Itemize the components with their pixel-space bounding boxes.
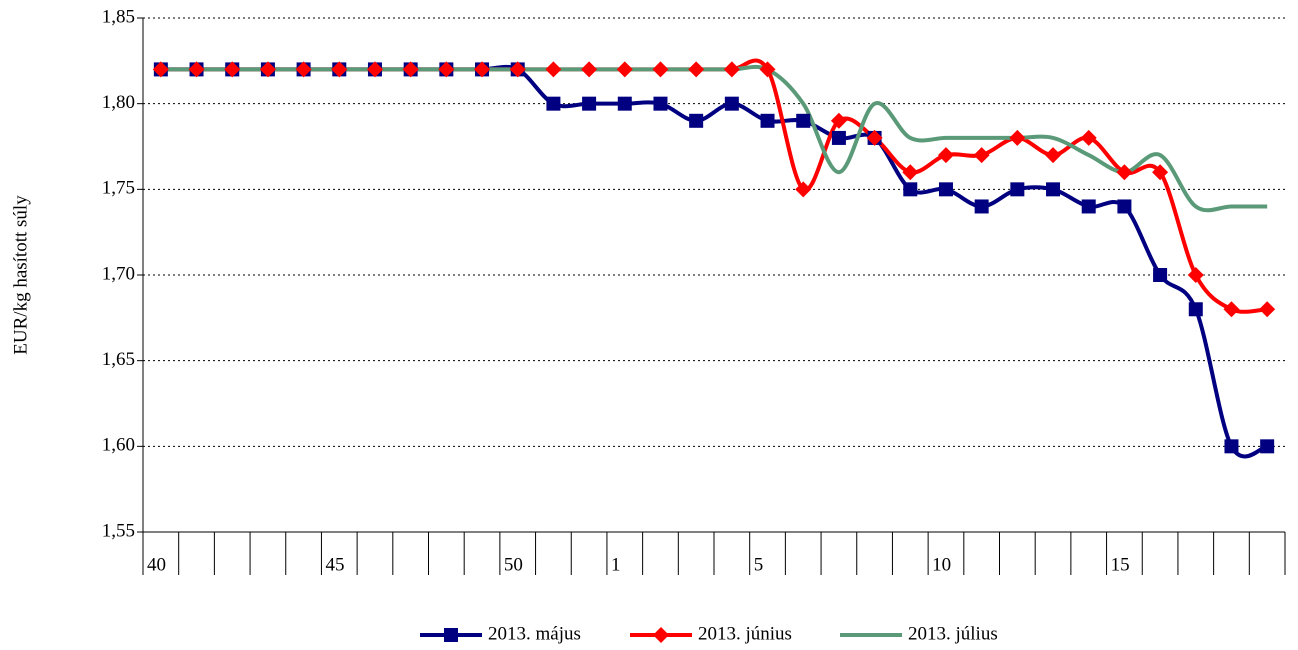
marker — [1080, 129, 1097, 146]
y-axis-title: EUR/kg hasított súly — [10, 195, 31, 355]
x-tick-label: 50 — [504, 554, 523, 575]
series-line — [160, 64, 1268, 459]
marker — [295, 61, 312, 78]
marker — [581, 61, 598, 78]
legend-label: 2013. június — [698, 623, 792, 644]
marker — [1224, 439, 1239, 454]
marker — [723, 61, 740, 78]
marker — [866, 129, 883, 146]
y-tick-label: 1,60 — [102, 435, 135, 456]
marker — [509, 61, 526, 78]
marker — [795, 181, 812, 198]
marker — [438, 61, 455, 78]
marker — [331, 61, 348, 78]
marker — [616, 61, 633, 78]
marker — [152, 61, 169, 78]
marker — [724, 96, 739, 111]
marker — [1009, 129, 1026, 146]
marker — [1223, 301, 1240, 318]
y-tick-label: 1,75 — [102, 178, 135, 199]
y-tick-label: 1,85 — [102, 6, 135, 27]
marker — [1188, 302, 1203, 317]
y-tick-label: 1,70 — [102, 263, 135, 284]
marker — [973, 147, 990, 164]
marker — [689, 113, 704, 128]
marker — [1187, 267, 1204, 283]
marker — [796, 113, 811, 128]
marker — [974, 199, 989, 214]
marker — [546, 96, 561, 111]
marker — [1045, 147, 1062, 164]
legend-marker — [653, 627, 669, 643]
marker — [224, 61, 241, 78]
marker — [903, 182, 918, 197]
x-tick-label: 5 — [754, 554, 764, 575]
legend-label: 2013. július — [908, 623, 998, 644]
marker — [402, 61, 419, 78]
marker — [938, 182, 953, 197]
marker — [188, 61, 205, 78]
y-tick-label: 1,80 — [102, 92, 135, 113]
marker — [760, 113, 775, 128]
marker — [1081, 199, 1096, 214]
marker — [1153, 268, 1168, 282]
marker — [582, 96, 597, 111]
x-tick-label: 40 — [147, 554, 166, 575]
marker — [1046, 182, 1061, 197]
y-tick-label: 1,65 — [102, 349, 135, 370]
x-tick-label: 10 — [932, 554, 951, 575]
marker — [652, 61, 669, 78]
marker — [1117, 199, 1132, 214]
marker — [366, 61, 383, 78]
series-line — [160, 64, 1268, 213]
marker — [474, 61, 491, 78]
marker — [1010, 182, 1025, 197]
marker — [1259, 301, 1276, 318]
legend-label: 2013. május — [488, 623, 581, 644]
marker — [830, 112, 847, 129]
marker — [653, 96, 668, 111]
marker — [259, 61, 276, 78]
marker — [688, 61, 705, 78]
x-tick-label: 1 — [611, 554, 621, 575]
marker — [1260, 439, 1275, 454]
marker — [545, 61, 562, 78]
series-line — [160, 58, 1268, 314]
legend-marker — [444, 628, 458, 642]
marker — [831, 130, 846, 145]
x-tick-label: 45 — [325, 554, 344, 575]
marker — [1152, 164, 1169, 181]
marker — [617, 96, 632, 111]
marker — [937, 147, 954, 164]
marker — [1116, 164, 1133, 181]
marker — [759, 61, 776, 78]
y-tick-label: 1,55 — [102, 520, 135, 541]
x-tick-label: 15 — [1111, 554, 1130, 575]
marker — [902, 164, 919, 181]
